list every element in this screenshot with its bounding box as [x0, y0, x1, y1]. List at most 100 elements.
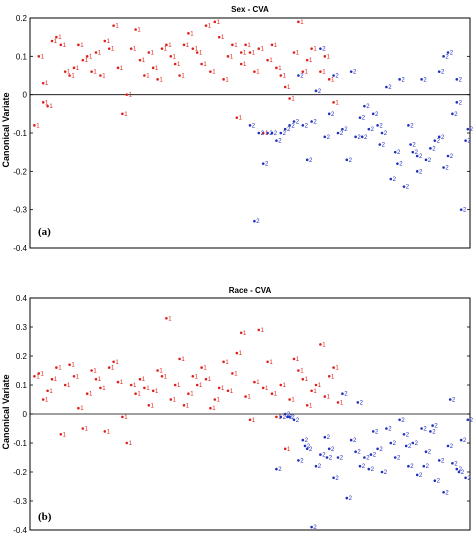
data-point-group-2: 2: [455, 77, 463, 83]
data-point-group-1: 1: [195, 51, 203, 57]
point-marker: [37, 55, 41, 58]
data-point-group-2: 2: [319, 47, 326, 53]
point-label: 1: [54, 377, 58, 383]
point-label: 2: [329, 456, 333, 462]
point-label: 2: [423, 77, 427, 83]
data-point-group-1: 1: [68, 74, 75, 80]
point-label: 2: [459, 100, 463, 106]
data-point-group-2: 2: [420, 77, 427, 83]
point-label: 2: [437, 479, 441, 485]
data-point-group-1: 1: [125, 441, 133, 447]
point-marker: [85, 392, 89, 396]
panel-label-a: (a): [38, 226, 51, 238]
data-point-group-1: 1: [41, 81, 49, 87]
data-point-group-1: 1: [297, 20, 304, 26]
data-point-group-2: 2: [305, 447, 313, 453]
point-marker: [151, 389, 155, 393]
point-marker: [442, 491, 445, 494]
point-marker: [420, 78, 423, 81]
point-marker: [90, 369, 93, 372]
point-marker: [319, 47, 322, 50]
point-marker: [279, 131, 283, 135]
data-point-group-1: 1: [310, 47, 317, 53]
data-point-group-1: 1: [305, 403, 313, 409]
point-label: 1: [164, 374, 168, 380]
point-marker: [200, 62, 203, 66]
point-label: 2: [388, 427, 392, 433]
point-label: 1: [146, 74, 150, 80]
point-label: 1: [261, 328, 265, 334]
point-label: 1: [283, 74, 287, 80]
point-marker: [178, 357, 181, 361]
data-point-group-1: 1: [191, 47, 199, 53]
point-label: 1: [217, 20, 221, 26]
point-marker: [455, 467, 459, 471]
point-marker: [358, 116, 362, 119]
data-point-group-2: 2: [261, 162, 269, 168]
data-point-group-1: 1: [275, 66, 282, 72]
point-label: 1: [142, 58, 146, 64]
point-label: 2: [362, 116, 366, 122]
point-label: 1: [190, 31, 194, 37]
data-point-group-1: 1: [112, 360, 119, 366]
data-point-group-2: 2: [429, 146, 436, 152]
point-marker: [345, 158, 349, 162]
point-marker: [301, 438, 305, 442]
point-marker: [446, 154, 450, 158]
y-tick-label: -0.2: [13, 167, 27, 176]
point-marker: [424, 158, 428, 162]
point-marker: [332, 74, 335, 77]
point-label: 1: [181, 357, 185, 363]
data-point-group-2: 2: [385, 85, 392, 91]
point-marker: [310, 47, 313, 50]
point-marker: [94, 51, 98, 54]
data-point-group-1: 1: [266, 360, 273, 366]
point-label: 2: [375, 429, 379, 435]
point-label: 2: [470, 418, 474, 424]
point-label: 1: [300, 20, 304, 26]
point-marker: [121, 112, 124, 116]
data-point-group-1: 1: [257, 47, 265, 53]
point-marker: [325, 456, 329, 459]
data-point-group-2: 2: [393, 150, 401, 156]
data-point-group-2: 2: [446, 154, 454, 160]
point-label: 2: [470, 127, 474, 133]
point-label: 2: [318, 464, 322, 470]
point-marker: [446, 444, 450, 448]
point-label: 1: [177, 383, 181, 389]
data-point-group-1: 1: [63, 70, 71, 76]
point-marker: [165, 43, 168, 47]
data-point-group-2: 2: [437, 135, 445, 141]
data-point-group-1: 1: [107, 366, 115, 372]
point-label: 2: [261, 131, 265, 137]
point-label: 1: [243, 51, 247, 57]
data-point-group-1: 1: [279, 74, 287, 80]
point-marker: [90, 70, 93, 73]
point-marker: [33, 375, 36, 378]
data-point-group-1: 1: [209, 406, 216, 412]
data-point-group-2: 2: [402, 432, 410, 438]
point-label: 1: [256, 380, 260, 386]
data-point-group-2: 2: [270, 131, 278, 137]
point-label: 1: [212, 70, 216, 76]
data-point-group-2: 2: [305, 158, 313, 164]
point-label: 2: [287, 127, 291, 133]
point-marker: [455, 78, 459, 81]
y-tick-label: -0.1: [13, 439, 27, 448]
data-point-group-2: 2: [437, 458, 445, 464]
data-point-group-2: 2: [415, 154, 423, 160]
point-label: 1: [164, 47, 168, 53]
point-marker: [327, 78, 331, 81]
point-marker: [292, 418, 296, 422]
point-label: 2: [353, 438, 357, 444]
data-point-group-1: 1: [182, 43, 190, 49]
data-point-group-1: 1: [121, 415, 128, 421]
point-marker: [459, 438, 463, 442]
point-marker: [433, 139, 437, 142]
point-marker: [195, 51, 199, 54]
data-point-group-1: 1: [270, 43, 278, 49]
data-point-group-1: 1: [33, 123, 40, 129]
point-marker: [396, 162, 399, 165]
point-label: 2: [375, 112, 379, 118]
data-point-group-2: 2: [431, 424, 438, 430]
